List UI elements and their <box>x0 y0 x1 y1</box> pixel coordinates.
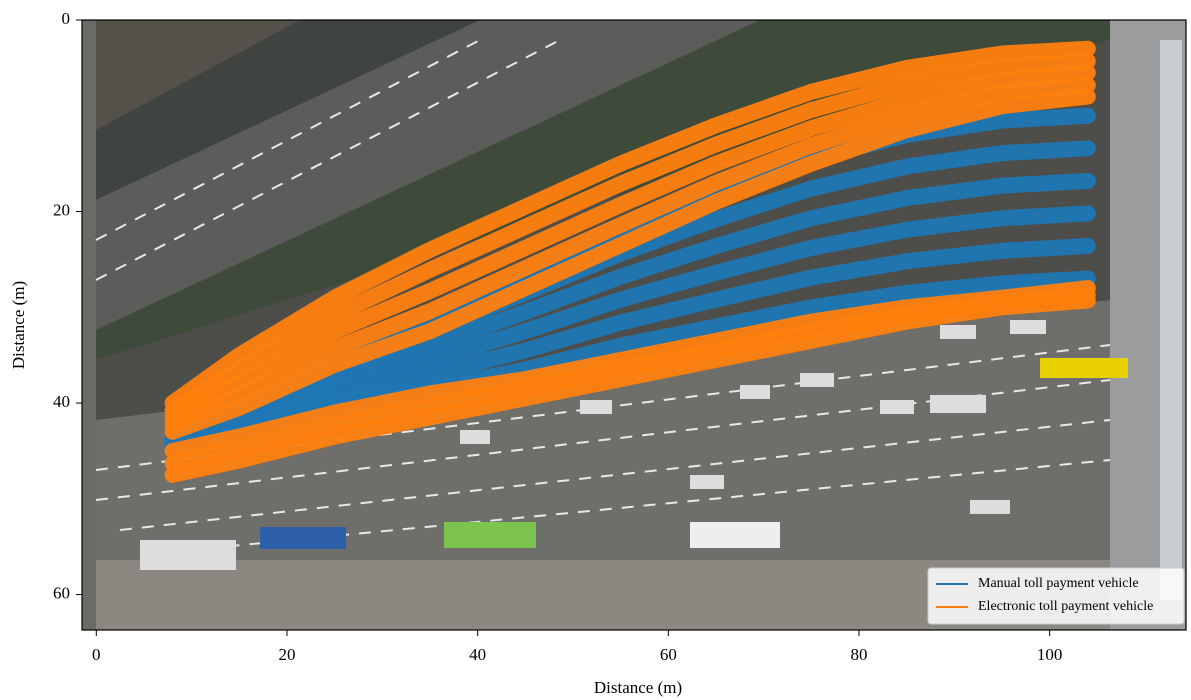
trajectory <box>164 64 1096 426</box>
y-axis-label: Distance (m) <box>9 281 28 369</box>
y-tick-label: 0 <box>62 9 71 28</box>
trajectory <box>164 40 1096 412</box>
x-tick-label: 20 <box>278 645 295 664</box>
y-tick-label: 60 <box>53 583 70 602</box>
x-tick-label: 100 <box>1037 645 1063 664</box>
x-axis-label: Distance (m) <box>594 678 682 697</box>
plot-frame <box>81 19 1187 631</box>
y-tick-label: 40 <box>53 392 70 411</box>
x-tick-label: 80 <box>850 645 867 664</box>
trajectory <box>164 77 1096 434</box>
x-tick-label: 60 <box>660 645 677 664</box>
x-tick-label: 0 <box>92 645 101 664</box>
legend-label: Electronic toll payment vehicle <box>978 599 1153 614</box>
trajectory <box>164 292 1096 483</box>
trajectory <box>164 53 1096 419</box>
legend-label: Manual toll payment vehicle <box>978 576 1139 591</box>
trajectory <box>164 88 1096 440</box>
y-tick-label: 20 <box>53 200 70 219</box>
x-tick-label: 40 <box>469 645 486 664</box>
legend-box <box>927 567 1185 625</box>
